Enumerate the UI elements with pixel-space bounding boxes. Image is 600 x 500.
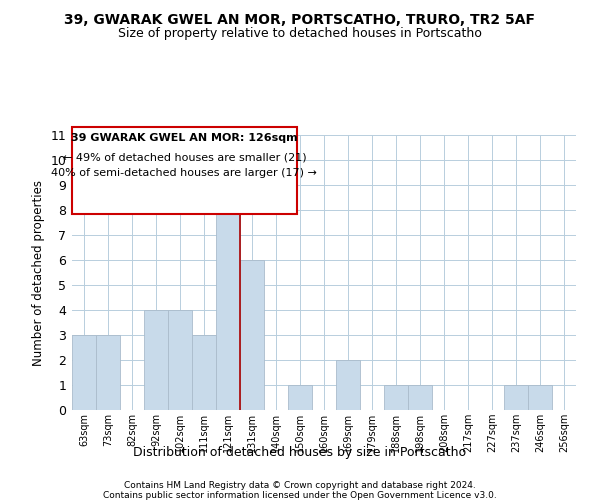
Text: ← 49% of detached houses are smaller (21): ← 49% of detached houses are smaller (21… [62, 152, 306, 162]
Bar [336, 360, 360, 410]
Bar [192, 335, 216, 410]
Text: Distribution of detached houses by size in Portscatho: Distribution of detached houses by size … [133, 446, 467, 459]
Y-axis label: Number of detached properties: Number of detached properties [32, 180, 45, 366]
Bar [384, 385, 408, 410]
Bar [408, 385, 432, 410]
Bar [144, 310, 168, 410]
Text: 39 GWARAK GWEL AN MOR: 126sqm: 39 GWARAK GWEL AN MOR: 126sqm [71, 134, 298, 143]
Bar [528, 385, 552, 410]
Text: Contains public sector information licensed under the Open Government Licence v3: Contains public sector information licen… [103, 490, 497, 500]
Bar [240, 260, 264, 410]
Bar [288, 385, 312, 410]
Text: Contains HM Land Registry data © Crown copyright and database right 2024.: Contains HM Land Registry data © Crown c… [124, 482, 476, 490]
Text: 40% of semi-detached houses are larger (17) →: 40% of semi-detached houses are larger (… [52, 168, 317, 177]
Bar [504, 385, 528, 410]
Bar [168, 310, 192, 410]
Bar [96, 335, 120, 410]
Text: 39, GWARAK GWEL AN MOR, PORTSCATHO, TRURO, TR2 5AF: 39, GWARAK GWEL AN MOR, PORTSCATHO, TRUR… [65, 12, 536, 26]
Bar [216, 185, 240, 410]
Bar [72, 335, 96, 410]
Text: Size of property relative to detached houses in Portscatho: Size of property relative to detached ho… [118, 28, 482, 40]
